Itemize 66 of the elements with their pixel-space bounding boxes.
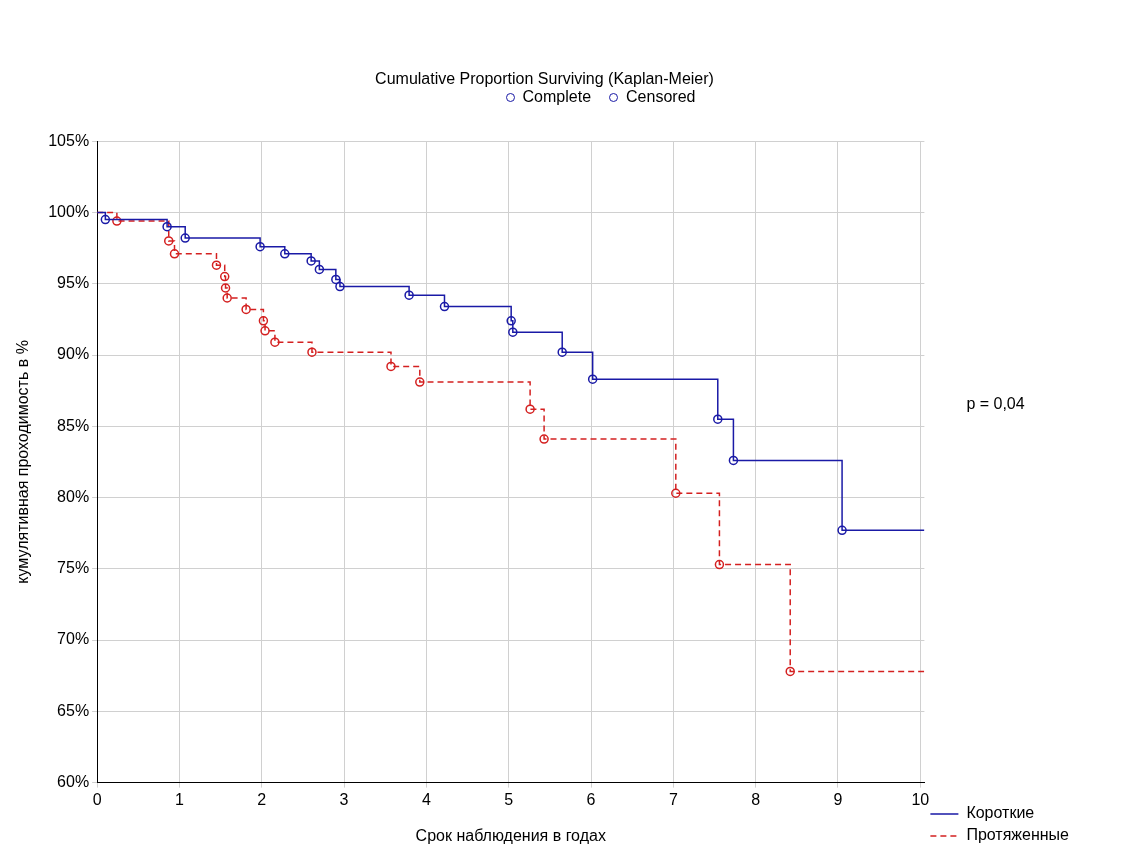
point xyxy=(506,316,516,326)
y-tick-label: 90% xyxy=(57,345,90,363)
point xyxy=(112,216,122,226)
x-tick-label: 10 xyxy=(911,790,930,808)
point xyxy=(713,414,723,424)
y-tick-label: 70% xyxy=(57,630,90,648)
y-tick-label: 85% xyxy=(57,416,90,434)
point xyxy=(270,337,280,347)
point xyxy=(258,316,269,326)
y-tick-label: 100% xyxy=(48,202,90,220)
point xyxy=(335,281,345,292)
point xyxy=(307,347,317,357)
point xyxy=(331,274,341,285)
x-axis-title: Срок наблюдения в годах xyxy=(415,826,606,844)
x-tick-label: 1 xyxy=(174,790,184,808)
text: Censored xyxy=(626,88,696,105)
point xyxy=(280,249,290,259)
x-tick-label: 4 xyxy=(421,790,431,808)
point xyxy=(539,434,549,444)
point xyxy=(587,374,598,384)
point xyxy=(100,214,111,225)
legend-label: Протяженные xyxy=(966,826,1070,844)
x-tick-label: 3 xyxy=(339,790,349,808)
point xyxy=(162,221,172,232)
point xyxy=(404,290,414,300)
point xyxy=(255,241,265,252)
point xyxy=(671,488,681,499)
x-tick-label: 0 xyxy=(92,790,102,808)
chart-title: Cumulative Proportion Surviving (Kaplan-Meier) xyxy=(375,70,714,88)
point xyxy=(163,236,174,246)
text: p = 0,04 xyxy=(966,394,1025,412)
point xyxy=(386,361,396,372)
point xyxy=(241,304,251,315)
point xyxy=(219,271,230,282)
text: Complete xyxy=(522,88,592,105)
point xyxy=(306,256,316,266)
point xyxy=(169,249,180,259)
point xyxy=(314,264,325,275)
y-tick-label: 105% xyxy=(48,131,90,149)
x-tick-label: 6 xyxy=(586,790,596,808)
point xyxy=(222,293,232,303)
point xyxy=(220,283,231,293)
y-tick-label: 65% xyxy=(57,701,90,719)
y-tick-label: 95% xyxy=(57,274,90,292)
point xyxy=(785,666,795,677)
y-tick-label: 80% xyxy=(57,487,90,505)
point xyxy=(180,233,190,243)
y-axis-title: кумулятивная проходимость в % xyxy=(14,340,32,584)
y-tick-label: 75% xyxy=(57,559,90,577)
point xyxy=(525,404,535,414)
point xyxy=(211,260,222,270)
point xyxy=(837,525,847,536)
point xyxy=(439,301,450,312)
x-tick-label: 2 xyxy=(257,790,267,808)
y-tick-label: 60% xyxy=(57,773,90,791)
point xyxy=(260,326,270,336)
point xyxy=(508,327,518,337)
point xyxy=(557,347,567,357)
x-tick-label: 9 xyxy=(833,790,843,808)
x-tick-label: 8 xyxy=(751,790,761,808)
legend-label: Короткие xyxy=(966,804,1035,822)
point xyxy=(714,559,725,570)
x-tick-label: 7 xyxy=(668,790,678,808)
point xyxy=(728,455,739,466)
point xyxy=(415,377,425,387)
x-tick-label: 5 xyxy=(504,790,514,808)
